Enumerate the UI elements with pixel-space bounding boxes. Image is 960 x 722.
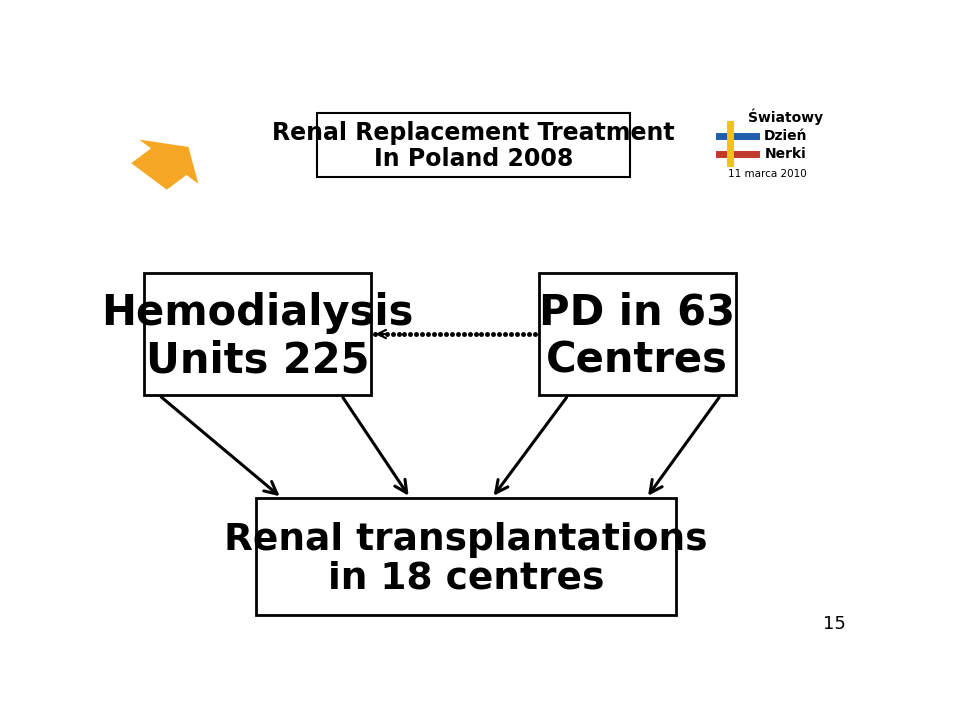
Text: Nerki: Nerki [765,147,806,161]
Text: Dzień: Dzień [764,129,807,142]
Text: Centres: Centres [546,340,728,382]
Text: Renal transplantations: Renal transplantations [225,522,708,557]
Text: 15: 15 [823,614,846,632]
FancyBboxPatch shape [317,113,630,177]
Text: in 18 centres: in 18 centres [327,561,604,596]
FancyBboxPatch shape [539,273,735,395]
Text: Renal Replacement Treatment: Renal Replacement Treatment [272,121,675,145]
Text: 11 marca 2010: 11 marca 2010 [728,169,806,179]
Text: Hemodialysis: Hemodialysis [102,292,414,334]
Text: Units 225: Units 225 [146,340,370,382]
FancyBboxPatch shape [255,498,676,615]
FancyBboxPatch shape [144,273,372,395]
Text: PD in 63: PD in 63 [539,292,735,334]
Polygon shape [132,139,199,190]
Text: Światowy: Światowy [748,109,824,126]
Text: In Poland 2008: In Poland 2008 [373,147,573,171]
